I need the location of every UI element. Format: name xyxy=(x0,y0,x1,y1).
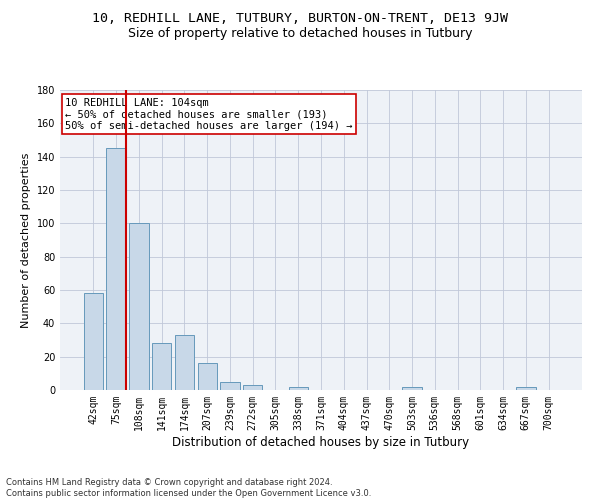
Bar xyxy=(289,386,308,390)
Bar xyxy=(220,382,239,390)
Bar xyxy=(129,224,149,390)
Bar xyxy=(243,385,262,390)
Y-axis label: Number of detached properties: Number of detached properties xyxy=(21,152,31,328)
Text: Contains HM Land Registry data © Crown copyright and database right 2024.
Contai: Contains HM Land Registry data © Crown c… xyxy=(6,478,371,498)
Text: 10 REDHILL LANE: 104sqm
← 50% of detached houses are smaller (193)
50% of semi-d: 10 REDHILL LANE: 104sqm ← 50% of detache… xyxy=(65,98,353,130)
Text: Size of property relative to detached houses in Tutbury: Size of property relative to detached ho… xyxy=(128,28,472,40)
Bar xyxy=(175,335,194,390)
Bar xyxy=(197,364,217,390)
Bar xyxy=(106,148,126,390)
X-axis label: Distribution of detached houses by size in Tutbury: Distribution of detached houses by size … xyxy=(172,436,470,448)
Bar xyxy=(84,294,103,390)
Bar xyxy=(152,344,172,390)
Bar xyxy=(403,386,422,390)
Text: 10, REDHILL LANE, TUTBURY, BURTON-ON-TRENT, DE13 9JW: 10, REDHILL LANE, TUTBURY, BURTON-ON-TRE… xyxy=(92,12,508,26)
Bar xyxy=(516,386,536,390)
